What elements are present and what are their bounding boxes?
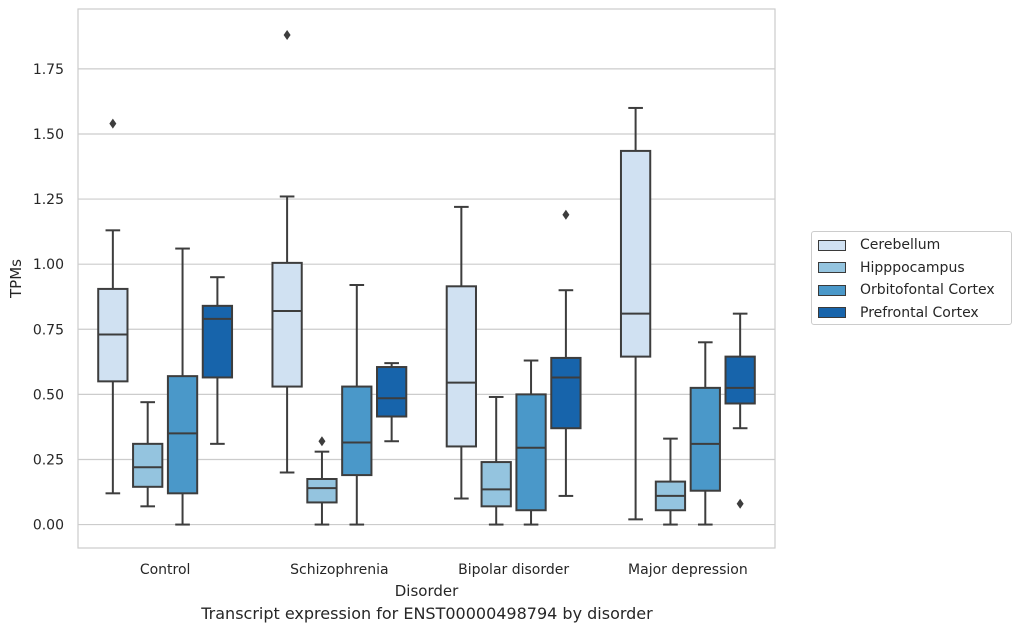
outlier-point — [318, 436, 326, 447]
y-tick-label: 0.50 — [33, 387, 64, 403]
box — [619, 149, 652, 358]
legend-swatch — [818, 262, 846, 273]
box — [341, 385, 373, 477]
box — [271, 261, 303, 388]
legend-swatch — [818, 307, 846, 318]
x-axis-ticks: Control Schizophrenia Bipolar disorder Majo… — [140, 562, 748, 578]
box — [201, 304, 234, 379]
box — [445, 285, 477, 448]
x-tick-label: Bipolar disorder — [458, 562, 569, 578]
box — [306, 477, 338, 504]
x-tick-label: Schizophrenia — [290, 562, 388, 578]
figure-caption: Transcript expression for ENST0000049879… — [201, 604, 653, 623]
legend-item: Orbitofontal Cortex — [818, 280, 995, 300]
legend-label: Prefrontal Cortex — [860, 304, 979, 321]
box — [132, 442, 164, 488]
legend-item: Prefrontal Cortex — [818, 303, 979, 323]
x-axis-label: Disorder — [395, 582, 459, 600]
box-group-1 — [271, 30, 408, 526]
legend-label: Hipppocampus — [860, 259, 965, 276]
y-tick-label: 1.75 — [33, 62, 64, 78]
box — [689, 386, 721, 492]
box — [376, 366, 408, 418]
box — [480, 461, 512, 508]
box — [515, 393, 547, 512]
box-group-2 — [445, 205, 582, 526]
box-group-3 — [619, 106, 756, 526]
legend-label: Cerebellum — [860, 237, 941, 253]
y-tick-label: 1.25 — [33, 192, 64, 208]
box-group-0 — [97, 118, 234, 526]
legend-label: Orbitofontal Cortex — [860, 282, 995, 298]
box — [166, 375, 199, 495]
box-groups — [97, 30, 756, 526]
legend-item: Hipppocampus — [818, 258, 965, 278]
y-axis-label: TPMs — [7, 259, 25, 299]
legend: Cerebellum Hipppocampus Orbitofontal Corte… — [811, 231, 1012, 325]
y-tick-label: 0.25 — [33, 452, 64, 468]
y-axis-ticks: 0.00 0.25 0.50 0.75 1.00 1.25 1.50 1.75 — [33, 62, 64, 534]
y-tick-label: 0.00 — [33, 518, 64, 534]
outlier-point — [736, 498, 744, 509]
legend-item: Cerebellum — [818, 235, 940, 255]
outlier-point — [562, 209, 570, 220]
y-tick-label: 0.75 — [33, 322, 64, 338]
outlier-point — [283, 30, 291, 41]
outlier-point — [109, 118, 117, 129]
box — [550, 356, 582, 430]
legend-swatch — [818, 284, 846, 296]
x-tick-label: Major depression — [628, 562, 748, 578]
box — [724, 355, 756, 405]
y-tick-label: 1.50 — [33, 127, 64, 143]
y-tick-label: 1.00 — [33, 257, 64, 273]
legend-swatch — [818, 239, 846, 251]
x-tick-label: Control — [140, 562, 191, 578]
